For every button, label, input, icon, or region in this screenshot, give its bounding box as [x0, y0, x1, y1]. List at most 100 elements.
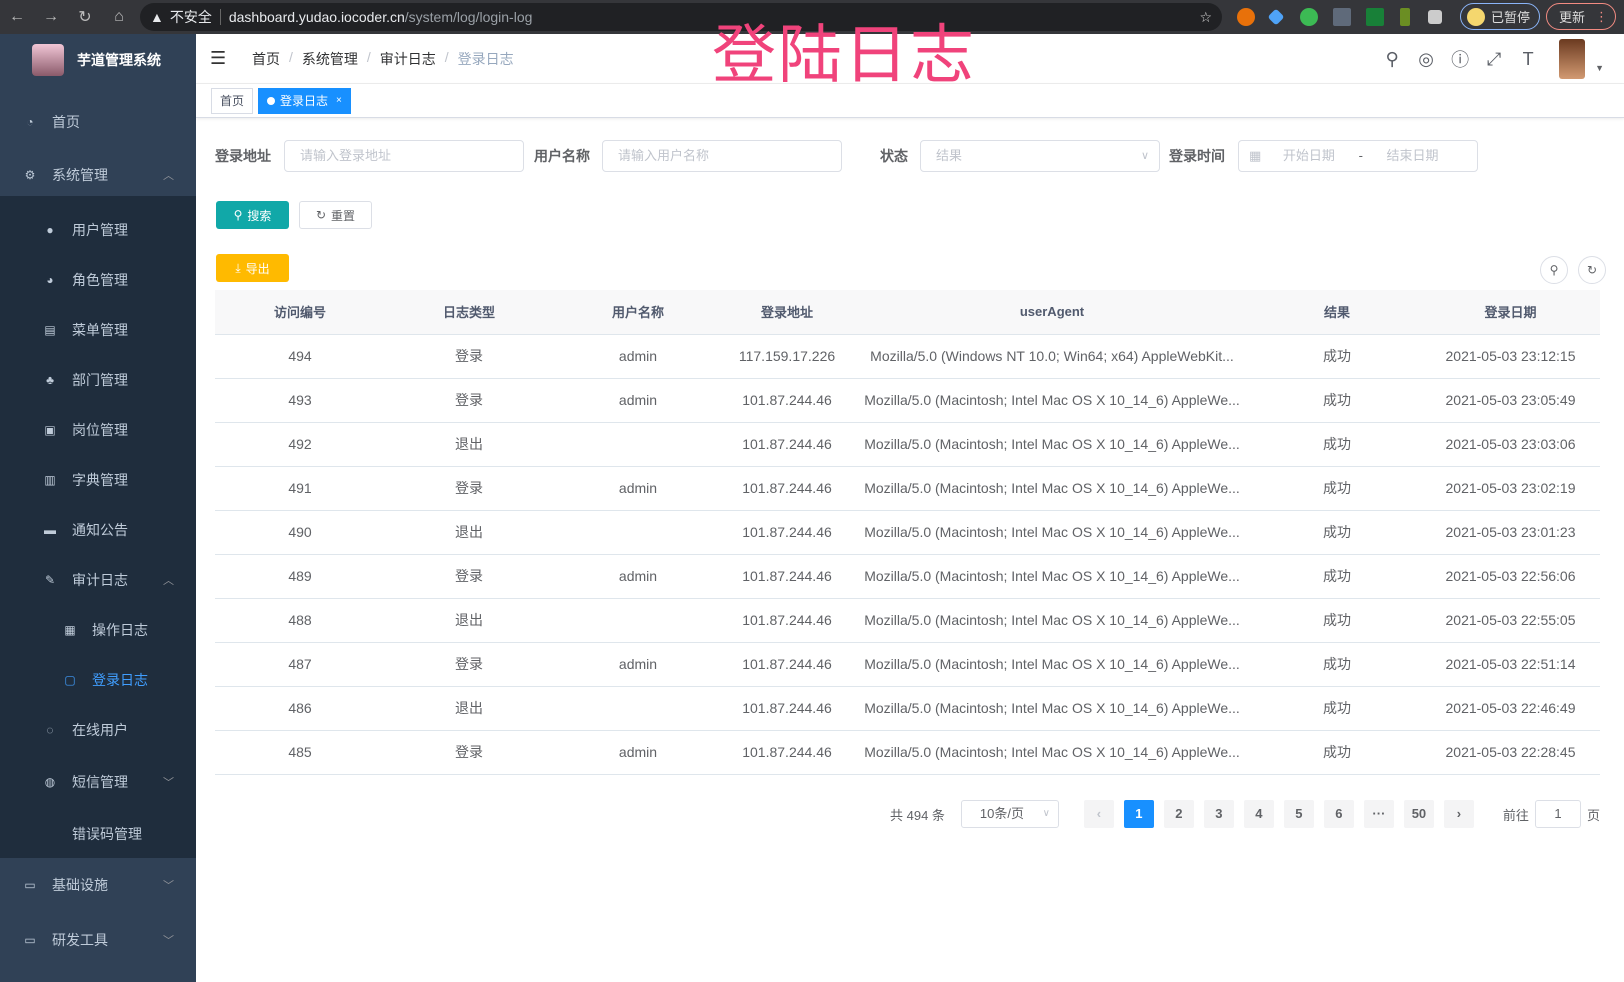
search-icon[interactable]: ⚲	[1385, 48, 1399, 69]
page-button[interactable]: 50	[1403, 800, 1434, 828]
end-date[interactable]: 结束日期	[1386, 148, 1439, 163]
more-icon: ⋮	[1595, 8, 1609, 24]
sidebar-item[interactable]: ▤ 菜单管理	[0, 305, 196, 355]
tag-home[interactable]: 首页	[211, 87, 254, 114]
table-row[interactable]: 494 登录 admin 117.159.17.226 Mozilla/5.0 (Win…	[215, 334, 1600, 379]
breadcrumb-item[interactable]: 审计日志	[379, 50, 436, 67]
table-row[interactable]: 492 退出 101.87.244.46 Mozilla/5.0 (Macintosh…	[215, 422, 1600, 467]
table-row[interactable]: 488 退出 101.87.244.46 Mozilla/5.0 (Macintosh…	[215, 598, 1600, 643]
sidebar-item[interactable]: 错误码管理	[0, 809, 196, 859]
breadcrumb-item[interactable]: 首页	[252, 50, 280, 67]
page-button[interactable]: 1	[1123, 800, 1154, 828]
table-cell: 101.87.244.46	[723, 554, 851, 599]
page-button[interactable]: 5	[1283, 800, 1314, 828]
time-label: 登录时间	[1169, 148, 1225, 164]
page-button[interactable]: 2	[1163, 800, 1194, 828]
sidebar-item[interactable]: ⚙ 系统管理 ︿	[0, 150, 196, 200]
table-cell: 登录	[385, 730, 553, 775]
start-date[interactable]: 开始日期	[1282, 148, 1335, 163]
sidebar-item-label: 基础设施	[52, 877, 108, 893]
breadcrumb: 首页 / 系统管理 / 审计日志 / 登录日志	[252, 48, 514, 67]
search-button[interactable]: ⚲ 搜索	[216, 201, 289, 229]
date-range-picker[interactable]: ▦ 开始日期 - 结束日期	[1238, 140, 1478, 172]
table-row[interactable]: 493 登录 admin 101.87.244.46 Mozilla/5.0 (Maci…	[215, 378, 1600, 423]
status-select[interactable]: 结果 ∨	[920, 140, 1160, 172]
question-icon[interactable]: ⓘ	[1451, 50, 1470, 70]
reset-button[interactable]: ↻ 重置	[299, 201, 372, 229]
search-icon: ⚲	[1549, 263, 1559, 277]
sidebar-item[interactable]: ✎ 审计日志 ︿	[0, 555, 196, 605]
sidebar-item[interactable]: ▢ 登录日志	[0, 655, 196, 705]
extension-icon[interactable]	[1300, 8, 1318, 26]
sidebar-item[interactable]: ◍ 短信管理 ﹀	[0, 757, 196, 807]
extension-icon[interactable]	[1400, 8, 1410, 26]
ip-input[interactable]: 请输入登录地址	[284, 140, 524, 172]
table-row[interactable]: 485 登录 admin 101.87.244.46 Mozilla/5.0 (Maci…	[215, 730, 1600, 775]
page-size-select[interactable]: 10条/页 ∨	[960, 800, 1059, 828]
tree-table-icon: ▤	[44, 323, 56, 337]
sidebar-logo[interactable]: 芋道管理系统	[0, 34, 196, 86]
sidebar-item-label: 操作日志	[92, 622, 148, 638]
dashboard-icon: ◔	[26, 115, 34, 129]
page-button[interactable]: ···	[1363, 800, 1394, 828]
table-cell: 101.87.244.46	[723, 598, 851, 643]
extension-icon[interactable]	[1366, 8, 1384, 26]
back-icon[interactable]: ←	[9, 8, 25, 25]
table-row[interactable]: 490 退出 101.87.244.46 Mozilla/5.0 (Macintosh…	[215, 510, 1600, 555]
next-page-button[interactable]: ›	[1443, 800, 1474, 828]
close-icon[interactable]: ×	[336, 95, 342, 106]
table-cell: Mozilla/5.0 (Macintosh; Intel Mac OS X 1…	[851, 642, 1253, 687]
export-button[interactable]: ⤓ 导出	[216, 254, 289, 282]
refresh-table-button[interactable]: ↻	[1578, 256, 1606, 284]
table-row[interactable]: 491 登录 admin 101.87.244.46 Mozilla/5.0 (Maci…	[215, 466, 1600, 511]
sidebar-item[interactable]: ◔ 首页	[0, 97, 196, 147]
page-button[interactable]: 3	[1203, 800, 1234, 828]
message-icon: ▬	[44, 523, 56, 537]
sidebar-item[interactable]: ▬ 通知公告	[0, 505, 196, 555]
update-button[interactable]: 更新 ⋮	[1546, 3, 1616, 30]
table-cell: 101.87.244.46	[723, 642, 851, 687]
sidebar-item[interactable]: ▦ 操作日志	[0, 605, 196, 655]
table-row[interactable]: 486 退出 101.87.244.46 Mozilla/5.0 (Macintosh…	[215, 686, 1600, 731]
breadcrumb-item[interactable]: 系统管理	[301, 50, 358, 67]
username-input[interactable]: 请输入用户名称	[602, 140, 842, 172]
column-header: 登录日期	[1421, 290, 1600, 335]
bookmark-star-icon[interactable]: ☆	[1199, 8, 1212, 25]
avatar	[1467, 7, 1485, 26]
sidebar-item[interactable]: ♣ 部门管理	[0, 355, 196, 405]
reload-icon[interactable]: ↻	[78, 9, 92, 26]
hamburger-icon[interactable]: ☰	[210, 48, 227, 68]
tag-login-log[interactable]: 登录日志 ×	[258, 87, 351, 114]
table-row[interactable]: 489 登录 admin 101.87.244.46 Mozilla/5.0 (Maci…	[215, 554, 1600, 599]
sidebar-item[interactable]: ◕ 角色管理	[0, 255, 196, 305]
extension-icon[interactable]	[1267, 8, 1285, 26]
sidebar-item[interactable]: ◌ 在线用户	[0, 705, 196, 755]
goto-page-input[interactable]: 1	[1534, 800, 1581, 828]
puzzle-icon[interactable]	[1428, 10, 1442, 24]
prev-page-button[interactable]: ‹	[1083, 800, 1114, 828]
table-row[interactable]: 487 登录 admin 101.87.244.46 Mozilla/5.0 (Maci…	[215, 642, 1600, 687]
toggle-search-button[interactable]: ⚲	[1540, 256, 1568, 284]
sidebar-item[interactable]: ● 用户管理	[0, 205, 196, 255]
table-cell: 2021-05-03 23:05:49	[1421, 378, 1600, 423]
forward-icon[interactable]: →	[43, 8, 59, 25]
extension-icon[interactable]	[1237, 8, 1255, 26]
fullscreen-icon[interactable]: ⤢	[1486, 48, 1502, 69]
avatar[interactable]	[1559, 39, 1586, 79]
sidebar-item[interactable]: ▥ 字典管理	[0, 455, 196, 505]
peoples-icon: ◕	[46, 273, 54, 287]
sidebar-item-label: 菜单管理	[72, 322, 128, 338]
address-bar[interactable]: ▲ 不安全 dashboard.yudao.iocoder.cn/system/…	[140, 3, 1222, 31]
table-cell: 退出	[385, 686, 553, 731]
page-button[interactable]: 4	[1243, 800, 1274, 828]
sidebar-item[interactable]: ▣ 岗位管理	[0, 405, 196, 455]
sidebar-item[interactable]: ▭ 基础设施 ﹀	[0, 860, 196, 910]
sidebar-item[interactable]: ▭ 研发工具 ﹀	[0, 915, 196, 965]
font-size-icon[interactable]: T	[1522, 48, 1534, 69]
extension-icon[interactable]	[1333, 8, 1351, 26]
home-icon[interactable]: ⌂	[114, 8, 124, 25]
caret-down-icon[interactable]: ▼	[1595, 63, 1604, 73]
page-button[interactable]: 6	[1323, 800, 1354, 828]
github-icon[interactable]: ◎	[1418, 48, 1434, 69]
profile-button[interactable]: 已暂停	[1460, 3, 1540, 30]
